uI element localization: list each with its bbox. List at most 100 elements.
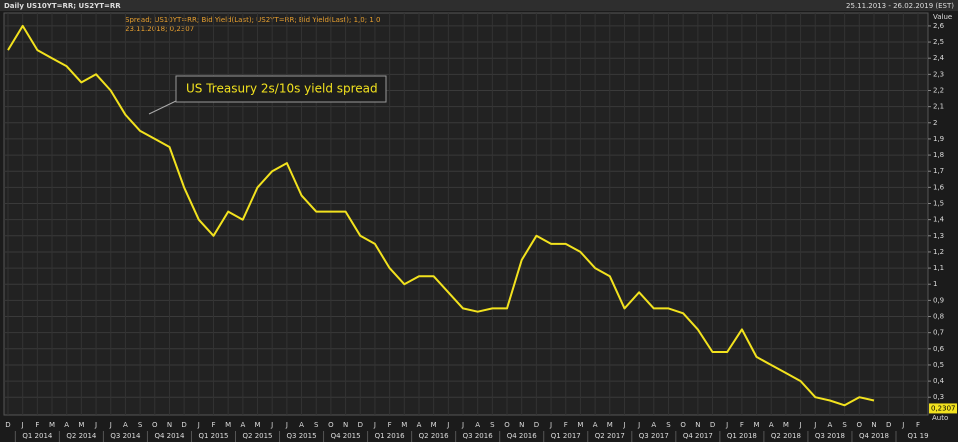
x-tick-label: M xyxy=(78,421,84,429)
plot-area xyxy=(3,12,929,416)
y-tick-label: 1,3 xyxy=(933,232,944,240)
x-tick-label: S xyxy=(138,421,143,429)
x-tick-label: J xyxy=(813,421,816,429)
y-tick-label: 2,6 xyxy=(933,22,945,30)
x-tick-label: J xyxy=(622,421,625,429)
y-tick-label: 2,3 xyxy=(933,70,944,78)
x-tick-label: F xyxy=(916,421,920,429)
x-tick-label: O xyxy=(504,421,510,429)
quarter-label: Q3 2016 xyxy=(463,432,494,440)
x-tick-label: A xyxy=(828,421,833,429)
marks xyxy=(7,24,875,407)
chart-title: Daily US10YT=RR; US2YT=RR xyxy=(4,2,121,10)
y-tick-label: 0,8 xyxy=(933,313,944,321)
quarter-label: Q2 2014 xyxy=(66,432,97,440)
y-tick-label: 2,1 xyxy=(933,103,944,111)
spread-line xyxy=(7,24,875,407)
x-tick-label: S xyxy=(666,421,671,429)
x-tick-label: J xyxy=(799,421,802,429)
quarter-label: Q1 2016 xyxy=(375,432,406,440)
date-range: 25.11.2013 - 26.02.2019 (EST) xyxy=(846,2,954,10)
x-tick-label: J xyxy=(270,421,273,429)
x-tick-label: J xyxy=(461,421,464,429)
x-tick-label: A xyxy=(64,421,69,429)
quarter-label: Q1 2017 xyxy=(551,432,581,440)
y-tick-label: 1,4 xyxy=(933,216,945,224)
y-tick-label: 0,9 xyxy=(933,296,944,304)
y-tick-label: 0,3 xyxy=(933,393,944,401)
x-tick-label: D xyxy=(358,421,363,429)
legend: Spread; US10YT=RR; Bid Yield(Last); US2Y… xyxy=(125,16,380,24)
x-tick-label: A xyxy=(651,421,656,429)
x-tick-label: N xyxy=(343,421,348,429)
y-tick-label: 2 xyxy=(933,119,937,127)
x-tick-label: M xyxy=(225,421,231,429)
x-tick-label: J xyxy=(21,421,24,429)
x-tick-label: O xyxy=(680,421,686,429)
x-tick-label: S xyxy=(490,421,495,429)
x-tick-label: A xyxy=(417,421,422,429)
scale-mode: Auto xyxy=(932,414,948,422)
x-tick-label: D xyxy=(181,421,186,429)
x-tick-label: D xyxy=(886,421,891,429)
x-tick-label: M xyxy=(607,421,613,429)
x-tick-label: F xyxy=(35,421,39,429)
x-tick-label: N xyxy=(871,421,876,429)
x-tick-label: M xyxy=(49,421,55,429)
x-tick-label: N xyxy=(519,421,524,429)
annotation: US Treasury 2s/10s yield spread xyxy=(186,82,378,96)
x-tick-label: A xyxy=(299,421,304,429)
x-tick-label: J xyxy=(901,421,904,429)
x-tick-label: J xyxy=(549,421,552,429)
quarter-label: Q1 2014 xyxy=(22,432,53,440)
x-tick-label: O xyxy=(857,421,863,429)
x-tick-label: F xyxy=(388,421,392,429)
x-tick-label: M xyxy=(401,421,407,429)
cursor-info: 23.11.2018; 0,2307 xyxy=(125,25,194,33)
grid xyxy=(4,13,928,415)
x-tick-label: J xyxy=(109,421,112,429)
x-tick-label: A xyxy=(123,421,128,429)
x-tick-label: F xyxy=(564,421,568,429)
y-tick-label: 2,2 xyxy=(933,86,944,94)
x-tick-label: J xyxy=(637,421,640,429)
quarter-label: Q1 2018 xyxy=(727,432,757,440)
y-tick-label: 1,9 xyxy=(933,135,944,143)
x-tick-label: O xyxy=(152,421,158,429)
y-tick-label: 1,1 xyxy=(933,264,944,272)
x-tick-label: S xyxy=(842,421,847,429)
x-tick-label: A xyxy=(769,421,774,429)
y-tick-label: 0,4 xyxy=(933,377,945,385)
quarter-label: Q3 2014 xyxy=(110,432,141,440)
last-value-box xyxy=(929,403,957,414)
quarter-label: Q2 2016 xyxy=(419,432,450,440)
x-tick-label: J xyxy=(94,421,97,429)
x-tick-label: F xyxy=(740,421,744,429)
x-tick-label: J xyxy=(197,421,200,429)
x-tick-label: M xyxy=(254,421,260,429)
legend-details: ; US10YT=RR; Bid Yield(Last); US2YT=RR; … xyxy=(150,16,381,24)
y-tick-label: 1 xyxy=(933,280,937,288)
x-tick-label: S xyxy=(314,421,319,429)
quarter-label: Q3 2017 xyxy=(639,432,669,440)
quarter-label: Q2 2018 xyxy=(771,432,801,440)
x-tick-label: O xyxy=(328,421,334,429)
y-tick-label: 1,2 xyxy=(933,248,944,256)
x-tick-label: A xyxy=(240,421,245,429)
last-value-label: 0,2307 xyxy=(931,404,956,412)
x-tick-label: J xyxy=(285,421,288,429)
quarter-label: Q1 19 xyxy=(907,432,928,440)
x-tick-label: A xyxy=(593,421,598,429)
x-tick-label: N xyxy=(167,421,172,429)
y-tick-label: 0,7 xyxy=(933,329,944,337)
x-tick-label: J xyxy=(725,421,728,429)
y-tick-label: 0,6 xyxy=(933,345,945,353)
y-axis-label: Value xyxy=(933,13,952,21)
x-tick-label: M xyxy=(577,421,583,429)
quarter-label: Q4 2015 xyxy=(331,432,361,440)
quarter-label: Q2 2017 xyxy=(595,432,625,440)
y-tick-label: 1,6 xyxy=(933,183,945,191)
x-tick-label: M xyxy=(431,421,437,429)
quarter-label: Q1 2015 xyxy=(198,432,228,440)
